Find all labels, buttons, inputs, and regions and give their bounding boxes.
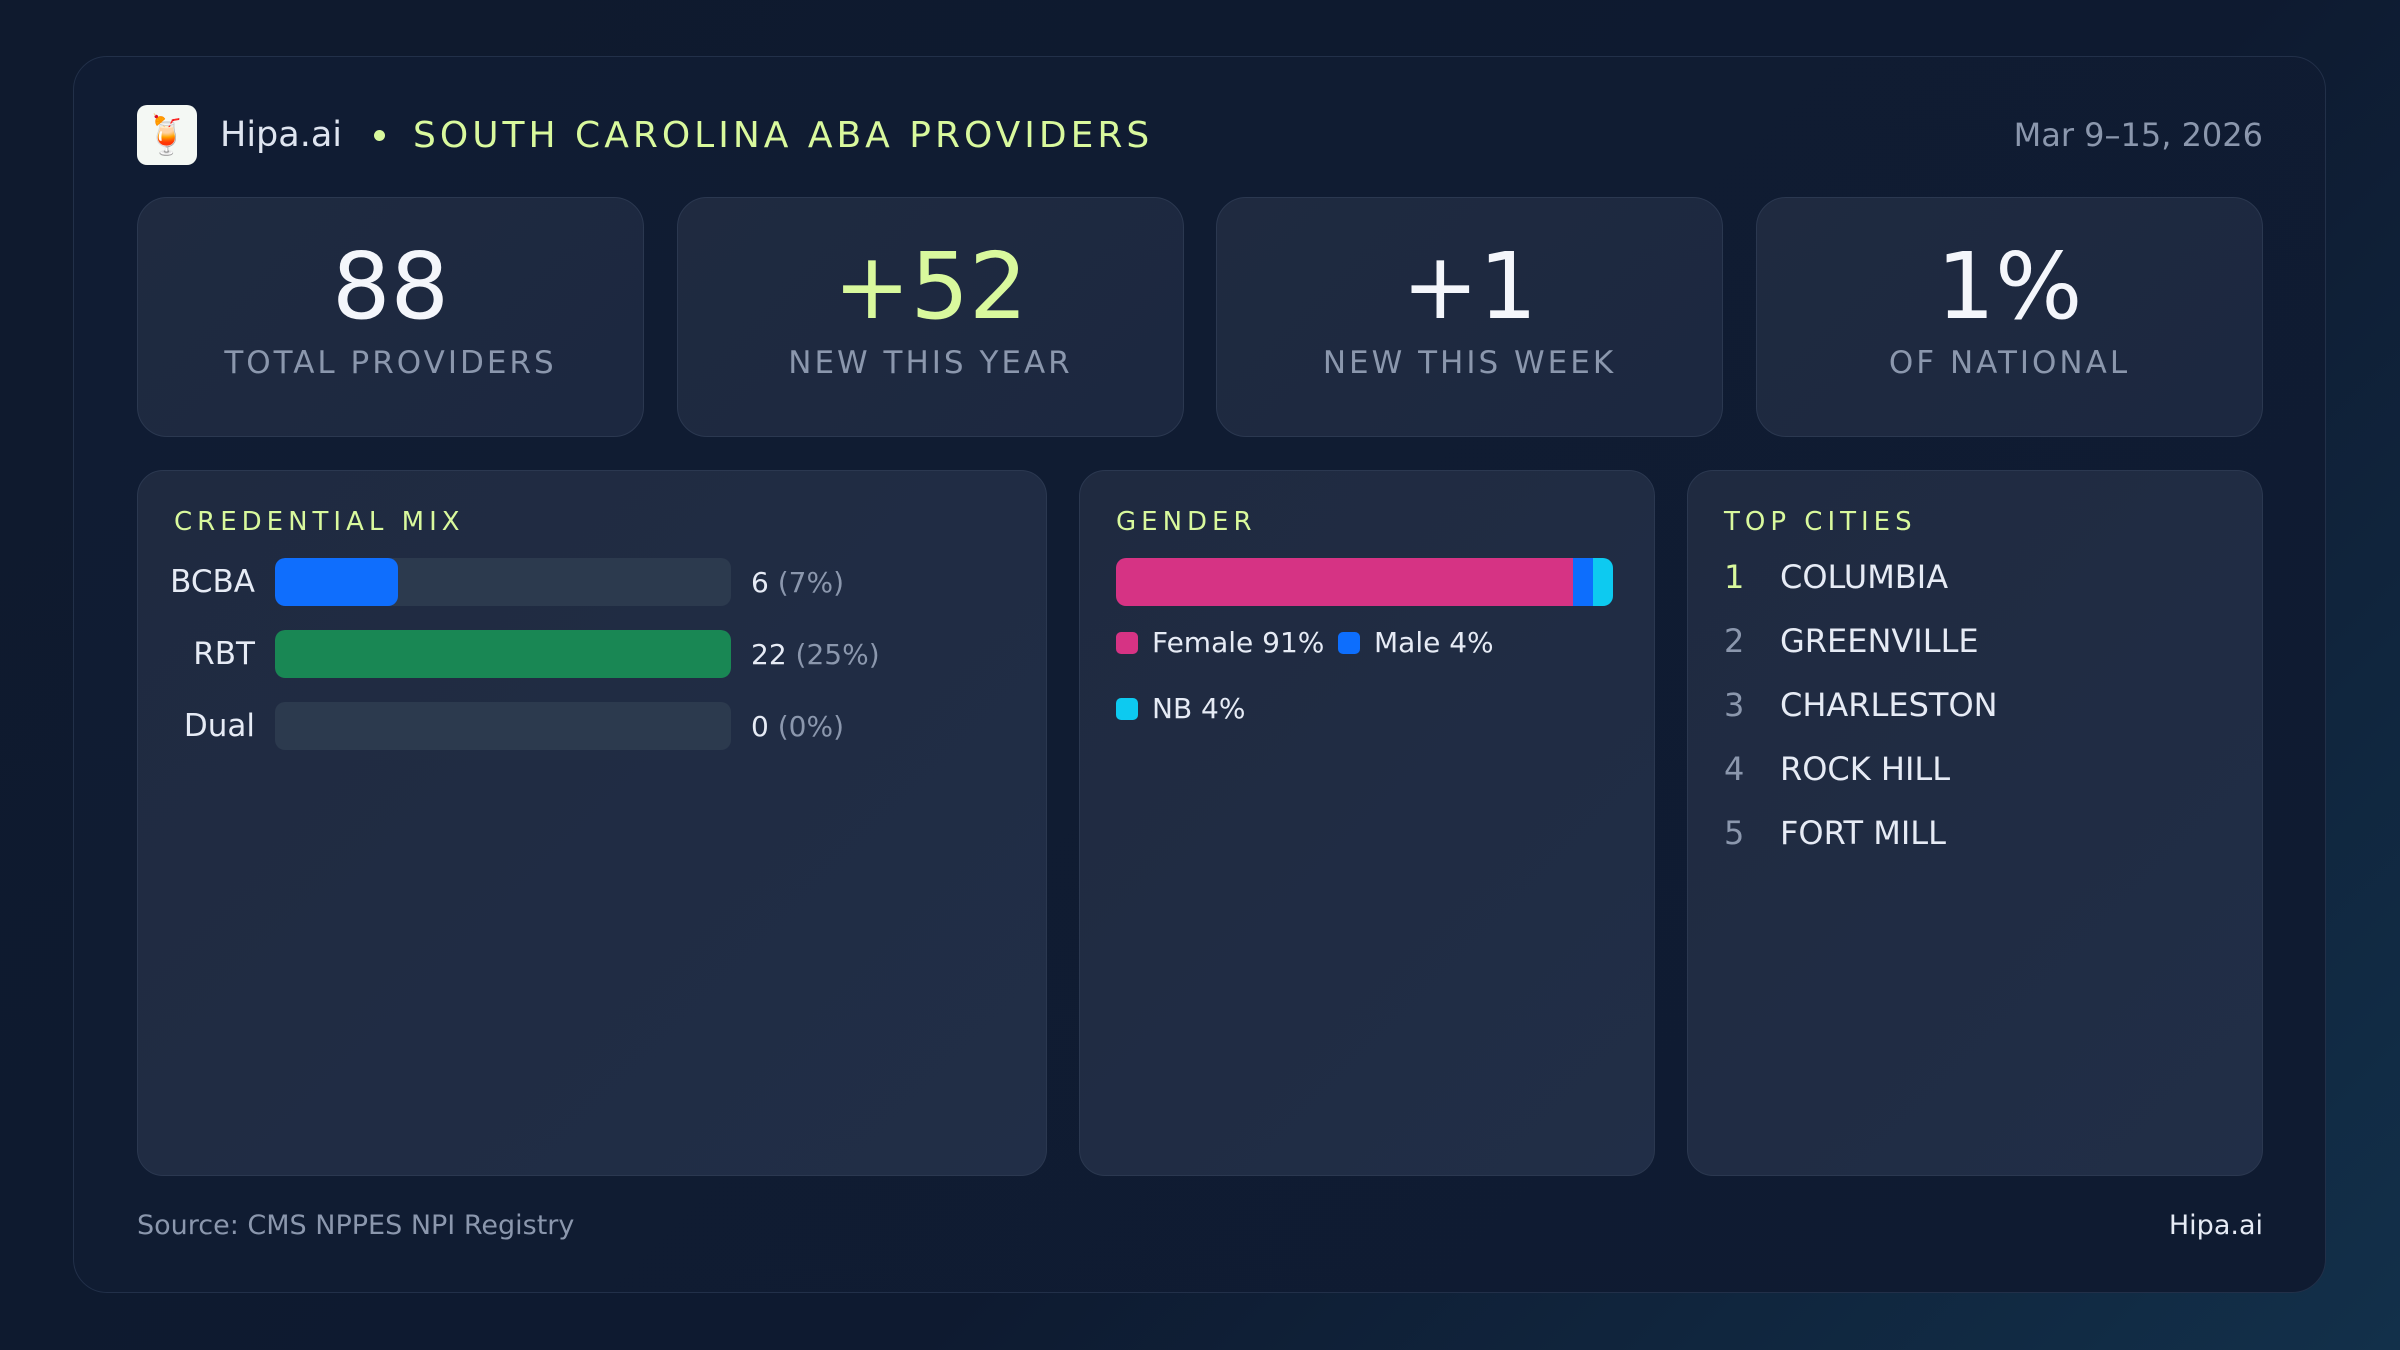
- credential-percent: (0%): [777, 709, 845, 743]
- footer-brand: Hipa.ai: [2168, 1210, 2263, 1241]
- city-item: 1 COLUMBIA: [1724, 558, 1948, 596]
- city-rank: 5: [1724, 814, 1745, 852]
- date-range: Mar 9–15, 2026: [2013, 116, 2263, 154]
- city-name: COLUMBIA: [1780, 558, 1949, 596]
- gender-stacked-bar: [1116, 558, 1613, 606]
- city-item: 4 ROCK HILL: [1724, 750, 1950, 788]
- credential-bar-track: [275, 558, 731, 606]
- panel-title: TOP CITIES: [1724, 507, 1917, 537]
- city-name: ROCK HILL: [1780, 750, 1951, 788]
- city-rank: 4: [1724, 750, 1745, 788]
- legend-label: Female 91%: [1152, 626, 1325, 659]
- stat-label: NEW THIS YEAR: [788, 345, 1073, 382]
- top-cities-panel: TOP CITIES 1 COLUMBIA 2 GREENVILLE 3 CHARLEST…: [1687, 470, 2263, 1176]
- legend-swatch: [1116, 631, 1138, 654]
- stat-value: 1%: [1936, 233, 2083, 340]
- credential-count: 0: [751, 709, 769, 743]
- stat-label: NEW THIS WEEK: [1322, 345, 1617, 382]
- header: 🍹 Hipa.ai SOUTH CAROLINA ABA PROVIDERS M…: [137, 105, 2263, 165]
- credential-label: BCBA: [170, 564, 255, 600]
- stat-total-providers: 88 TOTAL PROVIDERS: [137, 197, 644, 437]
- stat-value: 88: [331, 233, 450, 340]
- city-name: FORT MILL: [1780, 814, 1946, 852]
- credential-value: 22 (25%): [751, 638, 880, 671]
- stat-label: TOTAL PROVIDERS: [224, 345, 557, 382]
- page-title: SOUTH CAROLINA ABA PROVIDERS: [413, 114, 1154, 156]
- credential-label: Dual: [183, 708, 255, 744]
- stat-new-this-year: +52 NEW THIS YEAR: [677, 197, 1184, 437]
- stat-label: OF NATIONAL: [1888, 345, 2131, 382]
- brand-name: Hipa.ai: [220, 115, 343, 155]
- credential-percent: (7%): [777, 565, 845, 599]
- panel-title: CREDENTIAL MIX: [174, 507, 465, 537]
- legend-item: NB 4%: [1116, 692, 1245, 725]
- city-item: 2 GREENVILLE: [1724, 622, 1979, 660]
- legend-swatch: [1116, 697, 1138, 720]
- city-item: 3 CHARLESTON: [1724, 686, 1998, 724]
- city-item: 5 FORT MILL: [1724, 814, 1946, 852]
- source-note: Source: CMS NPPES NPI Registry: [137, 1210, 575, 1241]
- stat-value: +52: [833, 233, 1028, 340]
- credential-row: Dual 0 (0%): [138, 702, 844, 750]
- mojito-glass-icon: 🍹: [137, 105, 197, 165]
- credential-value: 0 (0%): [751, 710, 844, 743]
- city-rank: 1: [1724, 558, 1745, 596]
- credential-value: 6 (7%): [751, 566, 844, 599]
- credential-bar-track: [275, 630, 731, 678]
- stat-value: +1: [1401, 233, 1538, 340]
- city-rank: 2: [1724, 622, 1745, 660]
- credential-row: BCBA 6 (7%): [138, 558, 844, 606]
- separator-dot: [374, 129, 386, 141]
- city-name: CHARLESTON: [1780, 686, 1998, 724]
- city-name: GREENVILLE: [1780, 622, 1979, 660]
- credential-bar-fill: [275, 630, 731, 678]
- credential-percent: (25%): [795, 637, 880, 671]
- credential-bar-fill: [275, 558, 399, 606]
- gender-segment: [1592, 558, 1613, 606]
- gender-segment: [1116, 558, 1573, 606]
- stat-of-national: 1% OF NATIONAL: [1756, 197, 2263, 437]
- legend-swatch: [1338, 631, 1360, 654]
- legend-label: Male 4%: [1374, 626, 1494, 659]
- legend-item: Female 91%: [1116, 626, 1324, 659]
- credential-count: 6: [751, 565, 769, 599]
- credential-bar-track: [275, 702, 731, 750]
- gender-segment: [1572, 558, 1593, 606]
- credential-row: RBT 22 (25%): [138, 630, 880, 678]
- gender-panel: GENDER Female 91% Male 4% NB 4%: [1079, 470, 1655, 1176]
- legend-item: Male 4%: [1338, 626, 1494, 659]
- stat-new-this-week: +1 NEW THIS WEEK: [1216, 197, 1723, 437]
- credential-label: RBT: [193, 636, 255, 672]
- city-rank: 3: [1724, 686, 1745, 724]
- credential-count: 22: [751, 637, 787, 671]
- panel-title: GENDER: [1116, 507, 1257, 537]
- legend-label: NB 4%: [1152, 692, 1246, 725]
- credential-mix-panel: CREDENTIAL MIX BCBA 6 (7%) RBT 22 (25%) …: [137, 470, 1047, 1176]
